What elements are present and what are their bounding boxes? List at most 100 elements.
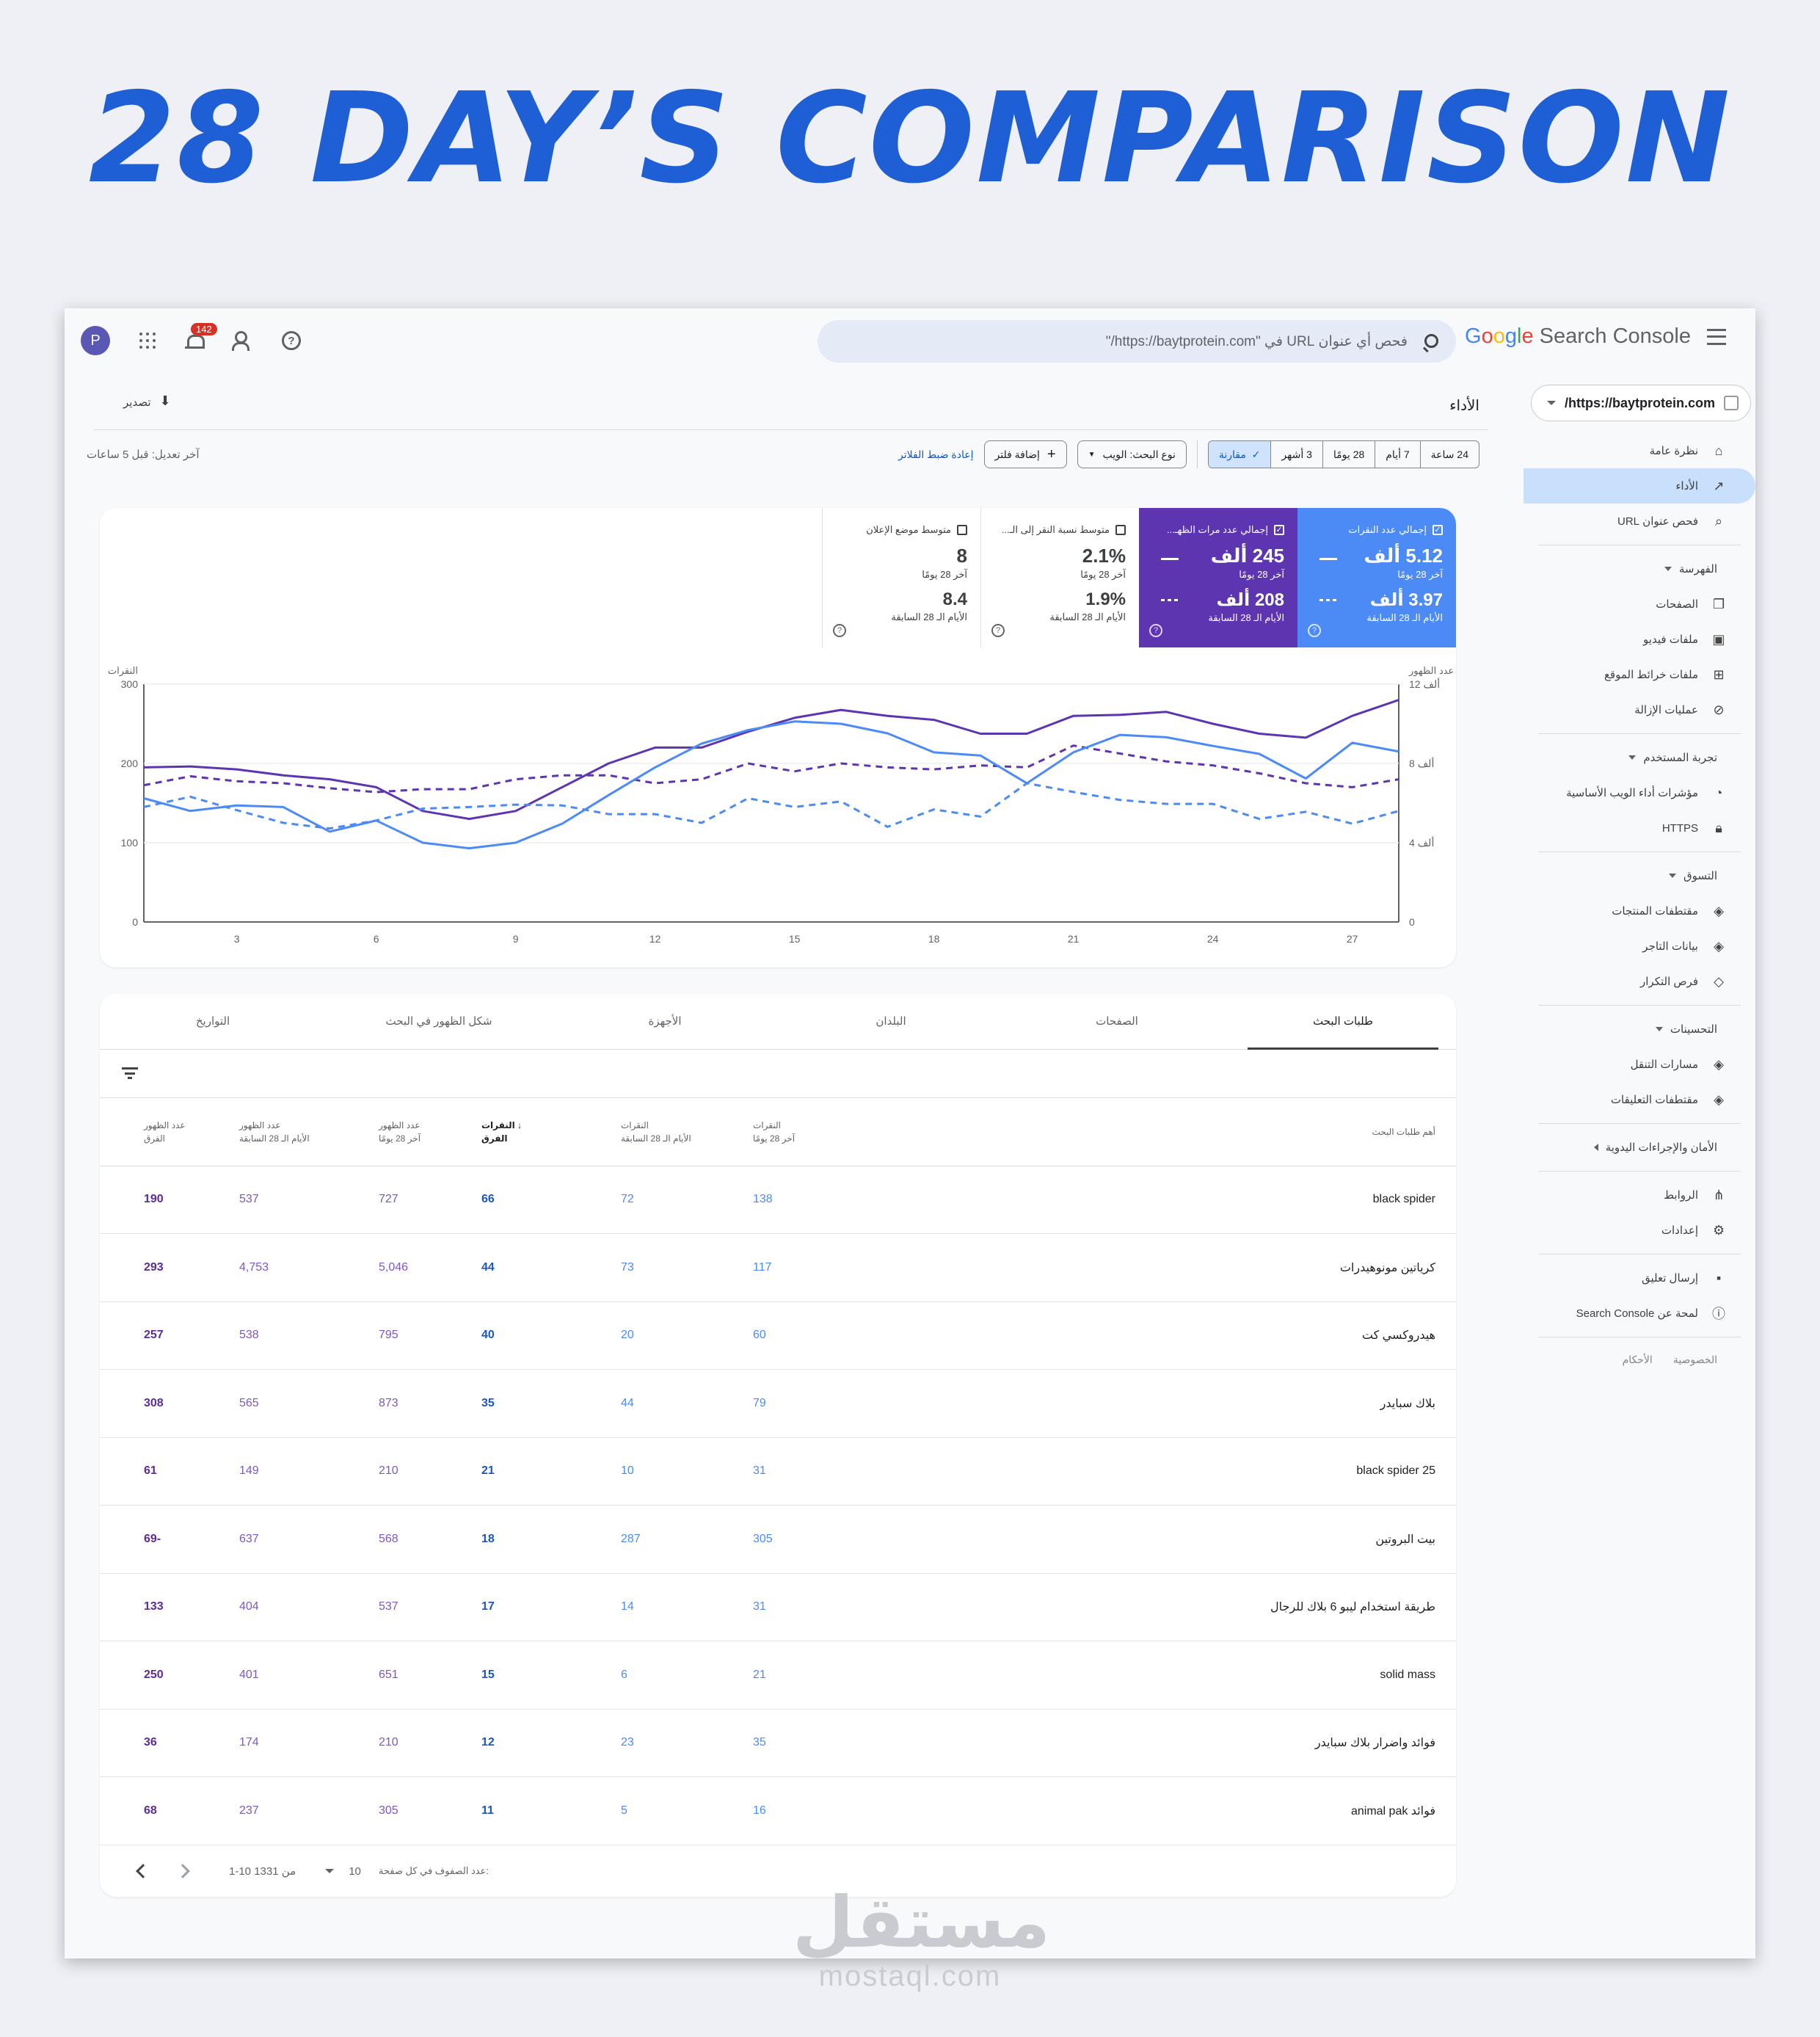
sidebar-section[interactable]: تجربة المستخدم [1524, 740, 1755, 775]
rows-per-page-select[interactable]: 10 [325, 1865, 361, 1878]
sidebar-item-search[interactable]: ⌕ فحص عنوان URL [1524, 504, 1755, 539]
range-3m[interactable]: 3 أشهر [1270, 441, 1322, 468]
sidebar-item-label: مقتطفات المنتجات [1612, 905, 1698, 918]
next-page-icon[interactable] [175, 1864, 190, 1878]
sidebar-item-video[interactable]: ▣ ملفات فيديو [1524, 622, 1755, 657]
help-icon[interactable]: ? [1149, 624, 1162, 637]
cell-query: كرياتين مونوهيدرات [870, 1233, 1456, 1302]
metric-checkbox[interactable] [1115, 525, 1126, 535]
sidebar-section[interactable]: الفهرسة [1524, 551, 1755, 587]
cell-id: 133 [100, 1573, 232, 1641]
notification-badge: 142 [191, 323, 217, 335]
table-row[interactable]: solid mass 21 6 15 651 401 250 [100, 1641, 1456, 1710]
search-type-filter[interactable]: نوع البحث: الويب ▼ [1077, 440, 1187, 468]
metric-card-3[interactable]: متوسط نسبة النقر إلى الـ... 2.1% آخر 28 يو… [980, 508, 1139, 647]
sidebar-section[interactable]: الأمان والإجراءات اليدوية [1524, 1130, 1755, 1165]
sidebar-item-gear[interactable]: ⚙ إعدادات [1524, 1213, 1755, 1248]
sidebar-item-pages[interactable]: ❐ الصفحات [1524, 587, 1755, 622]
table-row[interactable]: فوائد واضرار بلاك سبايدر 35 23 12 210 174 36 [100, 1709, 1456, 1777]
tab-1[interactable]: طلبات البحث [1230, 994, 1456, 1050]
right-axis-title: عدد الظهور [1408, 665, 1454, 677]
apps-grid-icon[interactable] [139, 333, 156, 349]
table-row[interactable]: فوائد animal pak 16 5 11 305 237 68 [100, 1776, 1456, 1845]
sidebar-item-info[interactable]: ⓘ لمحة عن Search Console [1524, 1296, 1755, 1331]
url-inspect-search[interactable]: فحص أي عنوان URL في "https://baytprotein… [818, 320, 1456, 363]
range-7d[interactable]: 7 أيام [1375, 441, 1419, 468]
help-icon[interactable]: ? [282, 331, 301, 350]
sidebar-section[interactable]: التسوق [1524, 858, 1755, 893]
help-icon[interactable]: ? [833, 624, 846, 637]
sidebar-item-feedback[interactable]: ▪ إرسال تعليق [1524, 1260, 1755, 1296]
metric-card-2[interactable]: ✓ إجمالي عدد مرات الظهـ... 245 ألف آخر 28 ي… [1139, 508, 1297, 647]
sidebar-item-layers[interactable]: ◈ بيانات التاجر [1524, 929, 1755, 964]
sidebar-item-trending[interactable]: ↗ الأداء [1524, 468, 1755, 504]
series-line-1 [143, 699, 1399, 821]
sidebar-item-home[interactable]: ⌂ نظرة عامة [1524, 433, 1755, 468]
tab-5[interactable]: شكل الظهور في البحث [385, 1015, 492, 1028]
hamburger-menu-icon[interactable] [1707, 328, 1726, 345]
reset-filters-link[interactable]: إعادة ضبط الفلاتر [898, 448, 974, 460]
compare-toggle[interactable]: ✓ مقارنة [1208, 441, 1271, 468]
range-24h[interactable]: 24 ساعة [1419, 441, 1479, 468]
metric-card-1[interactable]: ✓ إجمالي عدد النقرات 5.12 ألف آخر 28 يومًا 3… [1297, 508, 1456, 647]
cell-query: طريقة استخدام ليبو 6 بلاك للرجال [870, 1573, 1456, 1641]
cell-c1: 305 [746, 1505, 870, 1574]
cell-i2: 538 [232, 1301, 371, 1370]
sidebar-item-layers[interactable]: ◈ مسارات التنقل [1524, 1047, 1755, 1082]
col-impressions-diff[interactable]: عدد الظهور الفرق [100, 1098, 232, 1166]
page-header: الأداء تصدير [94, 383, 1488, 430]
sidebar-item-label: الروابط [1664, 1189, 1698, 1202]
series-line-2 [143, 744, 1399, 794]
col-query[interactable]: أهم طلبات البحث [870, 1098, 1456, 1166]
table-row[interactable]: بلاك سبايدر 79 44 35 873 565 308 [100, 1369, 1456, 1438]
metric-checkbox[interactable]: ✓ [1274, 525, 1284, 535]
sidebar-item-layers[interactable]: ◈ مقتطفات المنتجات [1524, 893, 1755, 929]
footer-link[interactable]: الخصوصية [1672, 1353, 1717, 1365]
tab-3[interactable]: البلدان [876, 1015, 906, 1028]
tab-2[interactable]: الصفحات [1096, 1015, 1138, 1028]
footer-link[interactable]: الأحكام [1622, 1353, 1653, 1365]
tab-6[interactable]: التواريخ [195, 1015, 230, 1028]
add-filter-button[interactable]: + إضافة فلتر [983, 440, 1067, 468]
table-row[interactable]: black spider 138 72 66 727 537 190 [100, 1166, 1456, 1234]
table-row[interactable]: black spider 25 31 10 21 210 149 61 [100, 1437, 1456, 1506]
export-button[interactable]: تصدير [123, 393, 172, 410]
col-impressions-current[interactable]: عدد الظهور آخر 28 يومًا [371, 1098, 474, 1166]
property-selector[interactable]: https://baytprotein.com/ [1531, 385, 1751, 421]
sidebar-item-eye-off[interactable]: ⊘ عمليات الإزالة [1524, 692, 1755, 727]
search-console-logo[interactable]: Google Search Console [1465, 324, 1691, 349]
col-impressions-previous[interactable]: عدد الظهور الأيام الـ 28 السابقة [232, 1098, 371, 1166]
manage-users-icon[interactable] [232, 331, 252, 351]
layers-icon: ◈ [1714, 1056, 1724, 1072]
metric-card-4[interactable]: متوسط موضع الإعلان 8 آخر 28 يومًا 8.4 الأيام… [822, 508, 980, 647]
notifications-bell-icon[interactable]: 142 [185, 323, 217, 351]
cell-id: 257 [100, 1301, 232, 1370]
help-icon[interactable]: ? [1308, 624, 1321, 637]
table-row[interactable]: طريقة استخدام ليبو 6 بلاك للرجال 31 14 17 53… [100, 1573, 1456, 1641]
col-clicks-current[interactable]: النقرات آخر 28 يومًا [746, 1098, 870, 1166]
table-row[interactable]: كرياتين مونوهيدرات 117 73 44 5,046 4,753 293 [100, 1233, 1456, 1302]
sidebar-item-layers[interactable]: ◈ مقتطفات التعليقات [1524, 1082, 1755, 1117]
col-clicks-diff[interactable]: ↓ النقرات الفرق [474, 1098, 614, 1166]
filter-list-icon[interactable] [122, 1067, 138, 1079]
sidebar-item-sitemap[interactable]: ⊞ ملفات خرائط الموقع [1524, 657, 1755, 692]
table-row[interactable]: بيت البروتين 305 287 18 568 637 -69 [100, 1505, 1456, 1574]
search-icon[interactable] [1424, 334, 1438, 349]
prev-page-icon[interactable] [136, 1864, 150, 1878]
help-icon[interactable]: ? [991, 624, 1005, 637]
sidebar-item-tag[interactable]: ◇ فرص التكرار [1524, 964, 1755, 999]
metric-checkbox[interactable] [957, 525, 967, 535]
metric-checkbox[interactable]: ✓ [1433, 525, 1443, 535]
account-avatar[interactable]: P [81, 326, 110, 355]
col-clicks-previous[interactable]: النقرات الأيام الـ 28 السابقة [614, 1098, 746, 1166]
table-row[interactable]: هيدروكسي كت 60 20 40 795 538 257 [100, 1301, 1456, 1370]
sidebar-item-links[interactable]: ⋔ الروابط [1524, 1177, 1755, 1213]
sidebar-item-lock[interactable]: 🔒︎ HTTPS [1524, 810, 1755, 846]
sidebar-item-gauge[interactable]: ◔ مؤشرات أداء الويب الأساسية [1524, 775, 1755, 810]
cell-i2: 4,753 [232, 1233, 371, 1302]
sidebar-section[interactable]: التحسينات [1524, 1012, 1755, 1047]
tab-4[interactable]: الأجهزة [648, 1015, 682, 1028]
table-filter-row [100, 1050, 1456, 1098]
range-28d[interactable]: 28 يومًا [1322, 441, 1375, 468]
cell-c1: 31 [746, 1573, 870, 1641]
